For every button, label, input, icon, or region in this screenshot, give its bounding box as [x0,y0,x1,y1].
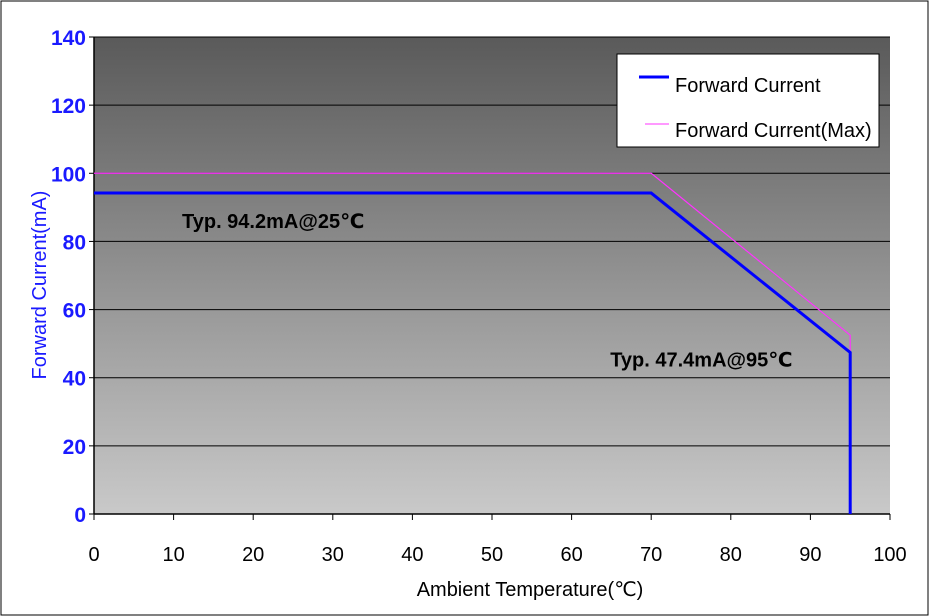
axes: 0 20 40 60 80 100 120 140 0 10 20 30 40 50 60 70 80 90 100 [51,27,907,566]
y-axis-title: Forward Current(mA) [29,191,51,380]
x-tick-label: 100 [873,544,906,566]
annotation-layer: Typ. 94.2mA@25℃ Typ. 47.4mA@95℃ [182,211,793,371]
y-tick-label: 0 [74,504,86,527]
y-tick-label: 80 [63,231,86,254]
legend: Forward Current Forward Current(Max) [616,53,880,148]
legend-box [616,53,880,148]
x-tick-label: 80 [720,544,742,566]
x-axis-title: Ambient Temperature(℃) [417,579,644,601]
y-tick-label: 60 [63,300,86,323]
legend-label-forward-current-max: Forward Current(Max) [675,120,872,142]
x-tick-label: 40 [401,544,423,566]
x-tick-label: 30 [322,544,344,566]
data-annotation: Typ. 47.4mA@95℃ [610,350,792,372]
x-tick-label: 10 [162,544,184,566]
x-tick-label: 60 [560,544,582,566]
series-line-forward-current [94,191,852,514]
x-tick-label: 50 [481,544,503,566]
y-tick-label: 20 [63,436,86,459]
x-tick-label: 20 [242,544,264,566]
x-tick-label: 70 [640,544,662,566]
data-annotation: Typ. 94.2mA@25℃ [182,211,364,233]
series-layer [94,172,852,514]
legend-label-forward-current: Forward Current [675,75,821,97]
x-tick-label: 90 [799,544,821,566]
y-tick-label: 100 [51,163,86,186]
y-tick-label: 140 [51,27,86,50]
x-tick-label: 0 [88,544,99,566]
y-tick-label: 120 [51,95,86,118]
y-tick-label: 40 [63,368,86,391]
